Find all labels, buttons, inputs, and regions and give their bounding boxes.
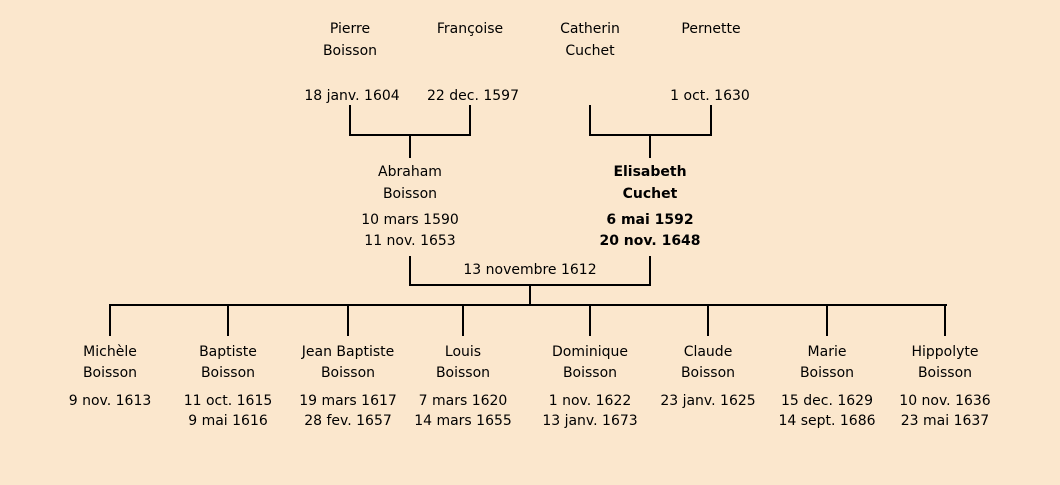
person-name-line1: Jean Baptiste <box>301 344 395 360</box>
grandparent-date-1: 22 dec. 1597 <box>427 88 519 104</box>
death-date: 9 mai 1616 <box>188 413 268 429</box>
person-name-line1: Abraham <box>378 164 442 180</box>
connector-line <box>227 306 229 336</box>
birth-date: 1 nov. 1622 <box>548 393 632 409</box>
marriage-date-label: 13 novembre 1612 <box>463 262 597 278</box>
connector-line <box>707 306 709 336</box>
birth-date: 9 nov. 1613 <box>68 393 152 409</box>
person-father: Abraham Boisson <box>345 161 475 205</box>
death-date: 14 sept. 1686 <box>778 413 876 429</box>
person-name-line2: Boisson <box>322 43 378 59</box>
person-name-line1: Louis <box>444 344 482 360</box>
person-grandparent-1: Françoise <box>405 18 535 40</box>
person-child-2: Jean Baptiste Boisson <box>278 342 418 384</box>
connector-line <box>409 284 651 286</box>
birth-date: 19 mars 1617 <box>299 393 397 409</box>
birth-date: 7 mars 1620 <box>418 393 508 409</box>
connector-line <box>109 306 111 336</box>
person-name-line1: Pierre <box>329 21 371 37</box>
person-name-line1: Pernette <box>681 21 741 37</box>
birth-date: 6 mai 1592 <box>606 212 694 228</box>
connector-line <box>347 306 349 336</box>
person-child-4: Dominique Boisson <box>520 342 660 384</box>
connector-line <box>589 105 591 135</box>
connector-line <box>826 306 828 336</box>
person-name-line1: Hippolyte <box>911 344 979 360</box>
connector-line <box>944 306 946 336</box>
connector-line <box>409 136 411 158</box>
person-name-line2: Boisson <box>382 186 438 202</box>
death-date: 20 nov. 1648 <box>599 233 701 249</box>
child-dates-6: 15 dec. 1629 14 sept. 1686 <box>757 391 897 431</box>
connector-line <box>529 286 531 306</box>
grandparent-date-3: 1 oct. 1630 <box>670 88 750 104</box>
birth-date: 15 dec. 1629 <box>781 393 873 409</box>
connector-line <box>349 134 471 136</box>
person-name-line2: Cuchet <box>565 43 615 59</box>
person-grandparent-3: Pernette <box>646 18 776 40</box>
connector-line <box>349 105 351 135</box>
birth-date: 10 mars 1590 <box>361 212 459 228</box>
person-name-line2: Boisson <box>320 365 376 381</box>
birth-date: 10 nov. 1636 <box>899 393 991 409</box>
person-name-line2: Boisson <box>680 365 736 381</box>
child-dates-3: 7 mars 1620 14 mars 1655 <box>393 391 533 431</box>
death-date: 28 fev. 1657 <box>304 413 392 429</box>
person-name-line2: Cuchet <box>622 186 678 202</box>
person-name-line1: Baptiste <box>199 344 257 360</box>
connector-line <box>469 105 471 135</box>
child-dates-0: 9 nov. 1613 <box>40 391 180 411</box>
person-name-line2: Boisson <box>82 365 138 381</box>
father-dates: 10 mars 1590 11 nov. 1653 <box>345 210 475 252</box>
person-name-line1: Marie <box>807 344 847 360</box>
person-name-line1: Claude <box>683 344 733 360</box>
birth-date: 23 janv. 1625 <box>660 393 756 409</box>
connector-line <box>462 306 464 336</box>
birth-date: 11 oct. 1615 <box>183 393 273 409</box>
person-child-0: Michèle Boisson <box>40 342 180 384</box>
person-child-6: Marie Boisson <box>757 342 897 384</box>
child-dates-4: 1 nov. 1622 13 janv. 1673 <box>520 391 660 431</box>
connector-line <box>710 105 712 135</box>
child-dates-1: 11 oct. 1615 9 mai 1616 <box>158 391 298 431</box>
connector-line <box>589 134 712 136</box>
connector-line <box>649 136 651 158</box>
child-dates-7: 10 nov. 1636 23 mai 1637 <box>875 391 1015 431</box>
person-name-line1: Dominique <box>551 344 628 360</box>
mother-dates: 6 mai 1592 20 nov. 1648 <box>585 210 715 252</box>
grandparent-date-0: 18 janv. 1604 <box>304 88 400 104</box>
death-date: 23 mai 1637 <box>900 413 990 429</box>
person-grandparent-2: Catherin Cuchet <box>525 18 655 62</box>
person-name-line2: Boisson <box>917 365 973 381</box>
person-name-line1: Françoise <box>436 21 504 37</box>
child-dates-2: 19 mars 1617 28 fev. 1657 <box>278 391 418 431</box>
person-child-3: Louis Boisson <box>393 342 533 384</box>
person-child-1: Baptiste Boisson <box>158 342 298 384</box>
child-dates-5: 23 janv. 1625 <box>638 391 778 411</box>
death-date: 14 mars 1655 <box>414 413 512 429</box>
person-child-5: Claude Boisson <box>638 342 778 384</box>
person-name-line2: Boisson <box>435 365 491 381</box>
person-name-line1: Elisabeth <box>613 164 687 180</box>
person-name-line2: Boisson <box>200 365 256 381</box>
connector-line <box>649 256 651 286</box>
person-grandparent-0: Pierre Boisson <box>285 18 415 62</box>
person-child-7: Hippolyte Boisson <box>875 342 1015 384</box>
connector-line <box>589 306 591 336</box>
person-name-line2: Boisson <box>562 365 618 381</box>
person-name-line1: Michèle <box>83 344 137 360</box>
children-bar-line <box>109 304 947 306</box>
person-name-line2: Boisson <box>799 365 855 381</box>
person-mother: Elisabeth Cuchet <box>585 161 715 205</box>
death-date: 11 nov. 1653 <box>364 233 456 249</box>
connector-line <box>409 256 411 286</box>
death-date: 13 janv. 1673 <box>542 413 638 429</box>
person-name-line1: Catherin <box>560 21 620 37</box>
